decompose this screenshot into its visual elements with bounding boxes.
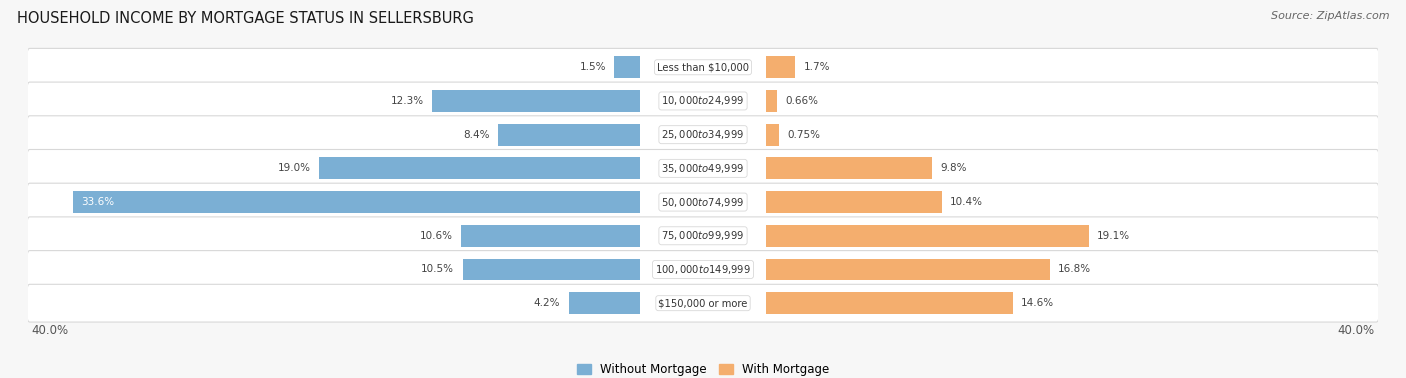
- Text: 8.4%: 8.4%: [463, 130, 489, 139]
- Bar: [461, 225, 640, 247]
- Text: 10.5%: 10.5%: [422, 265, 454, 274]
- Text: 1.5%: 1.5%: [579, 62, 606, 72]
- Text: $150,000 or more: $150,000 or more: [658, 298, 748, 308]
- Text: $100,000 to $149,999: $100,000 to $149,999: [655, 263, 751, 276]
- Text: 33.6%: 33.6%: [82, 197, 114, 207]
- Text: Source: ZipAtlas.com: Source: ZipAtlas.com: [1271, 11, 1389, 21]
- Bar: [766, 124, 779, 146]
- Text: 19.1%: 19.1%: [1097, 231, 1130, 241]
- Text: 10.4%: 10.4%: [950, 197, 983, 207]
- Bar: [319, 157, 640, 179]
- Text: 12.3%: 12.3%: [391, 96, 423, 106]
- Text: 0.66%: 0.66%: [786, 96, 818, 106]
- Text: $75,000 to $99,999: $75,000 to $99,999: [661, 229, 745, 242]
- Text: 14.6%: 14.6%: [1021, 298, 1054, 308]
- Bar: [463, 259, 640, 280]
- Text: 10.6%: 10.6%: [419, 231, 453, 241]
- Bar: [73, 191, 640, 213]
- FancyBboxPatch shape: [27, 217, 1379, 255]
- Text: 19.0%: 19.0%: [278, 163, 311, 174]
- Text: $35,000 to $49,999: $35,000 to $49,999: [661, 162, 745, 175]
- Text: 1.7%: 1.7%: [803, 62, 830, 72]
- Bar: [766, 292, 1012, 314]
- Bar: [766, 259, 1050, 280]
- Text: $10,000 to $24,999: $10,000 to $24,999: [661, 94, 745, 107]
- FancyBboxPatch shape: [27, 82, 1379, 120]
- Bar: [766, 56, 794, 78]
- Text: $25,000 to $34,999: $25,000 to $34,999: [661, 128, 745, 141]
- Legend: Without Mortgage, With Mortgage: Without Mortgage, With Mortgage: [572, 358, 834, 378]
- FancyBboxPatch shape: [27, 183, 1379, 221]
- Text: 0.75%: 0.75%: [787, 130, 820, 139]
- Text: 9.8%: 9.8%: [941, 163, 966, 174]
- Bar: [766, 225, 1088, 247]
- FancyBboxPatch shape: [27, 48, 1379, 86]
- Bar: [432, 90, 640, 112]
- Bar: [766, 157, 932, 179]
- Text: HOUSEHOLD INCOME BY MORTGAGE STATUS IN SELLERSBURG: HOUSEHOLD INCOME BY MORTGAGE STATUS IN S…: [17, 11, 474, 26]
- FancyBboxPatch shape: [27, 251, 1379, 288]
- Text: $50,000 to $74,999: $50,000 to $74,999: [661, 195, 745, 209]
- FancyBboxPatch shape: [27, 116, 1379, 153]
- FancyBboxPatch shape: [27, 149, 1379, 187]
- Text: 40.0%: 40.0%: [1337, 324, 1375, 337]
- Bar: [766, 191, 942, 213]
- Text: 4.2%: 4.2%: [534, 298, 561, 308]
- Text: Less than $10,000: Less than $10,000: [657, 62, 749, 72]
- Bar: [569, 292, 640, 314]
- Text: 40.0%: 40.0%: [31, 324, 69, 337]
- Text: 16.8%: 16.8%: [1059, 265, 1091, 274]
- Bar: [766, 90, 778, 112]
- Bar: [614, 56, 640, 78]
- Bar: [498, 124, 640, 146]
- FancyBboxPatch shape: [27, 284, 1379, 322]
